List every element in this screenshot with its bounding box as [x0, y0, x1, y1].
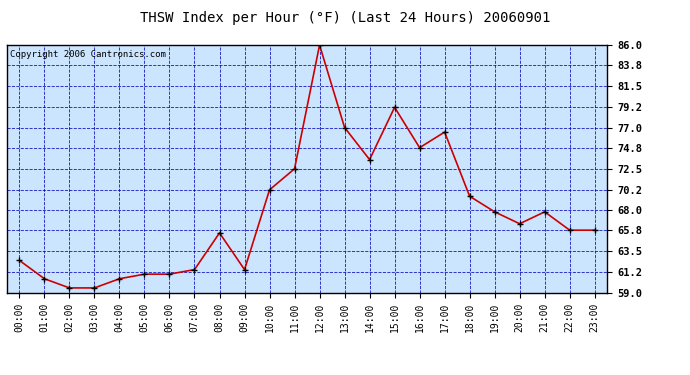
- Text: Copyright 2006 Cantronics.com: Copyright 2006 Cantronics.com: [10, 50, 166, 59]
- Text: THSW Index per Hour (°F) (Last 24 Hours) 20060901: THSW Index per Hour (°F) (Last 24 Hours)…: [140, 11, 550, 25]
